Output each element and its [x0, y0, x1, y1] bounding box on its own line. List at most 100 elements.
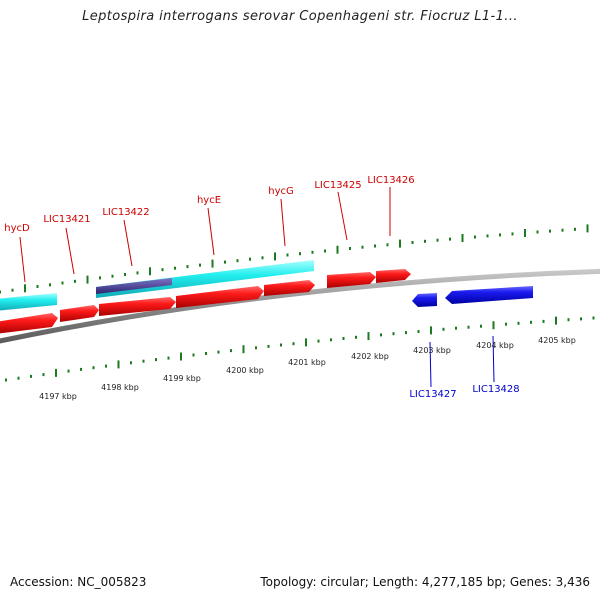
gene-label[interactable]: LIC13428: [472, 384, 519, 395]
forward-gene[interactable]: [327, 272, 376, 288]
minor-tick: [267, 344, 270, 348]
minor-tick: [486, 234, 489, 238]
major-tick: [180, 352, 182, 361]
axis-tick-label: 4203 kbp: [413, 346, 451, 355]
major-tick: [55, 368, 57, 377]
gene-label[interactable]: LIC13426: [367, 175, 414, 186]
minor-tick: [236, 259, 239, 263]
forward-gene[interactable]: [60, 305, 99, 322]
minor-tick: [374, 244, 376, 248]
minor-tick: [92, 366, 95, 370]
major-tick: [430, 326, 432, 335]
minor-tick: [386, 243, 389, 247]
forward-gene[interactable]: [99, 297, 176, 316]
cds-feature[interactable]: [0, 293, 57, 311]
axis-tick-label: 4200 kbp: [226, 366, 264, 375]
major-tick: [586, 224, 589, 233]
minor-tick: [530, 320, 532, 324]
backbone: [0, 268, 600, 344]
minor-tick: [186, 265, 189, 269]
minor-tick: [199, 263, 201, 267]
minor-tick: [205, 352, 207, 355]
gene-label[interactable]: hycG: [268, 186, 294, 197]
minor-tick: [111, 274, 114, 278]
axis-tick-label: 4198 kbp: [101, 383, 139, 392]
gene-label[interactable]: LIC13427: [409, 389, 456, 400]
minor-tick: [567, 318, 570, 322]
major-tick: [274, 252, 276, 261]
forward-gene[interactable]: [264, 280, 315, 296]
major-tick: [336, 245, 339, 254]
minor-tick: [11, 288, 14, 292]
cds-feature-dark[interactable]: [96, 278, 172, 294]
minor-tick: [317, 339, 320, 343]
forward-gene[interactable]: [176, 286, 264, 308]
major-tick: [492, 321, 495, 330]
gene-label[interactable]: LIC13422: [102, 207, 149, 218]
reverse-genes: [412, 286, 533, 307]
minor-tick: [49, 283, 51, 287]
gene-label[interactable]: LIC13425: [314, 180, 361, 191]
minor-tick: [405, 331, 407, 335]
reverse-gene[interactable]: [412, 293, 437, 307]
axis-tick-label: 4197 kbp: [39, 392, 77, 401]
minor-tick: [292, 342, 295, 346]
cds-feature[interactable]: [96, 260, 314, 298]
minor-tick: [5, 378, 7, 382]
minor-tick: [580, 317, 582, 321]
upper-tick-row: [0, 224, 589, 294]
axis-tick-label: 4199 kbp: [163, 374, 201, 383]
minor-tick: [99, 276, 101, 280]
major-tick: [555, 316, 557, 325]
minor-tick: [67, 369, 70, 373]
minor-tick: [474, 235, 476, 239]
minor-tick: [467, 325, 470, 329]
minor-tick: [392, 332, 395, 336]
minor-tick: [261, 256, 264, 260]
minor-tick: [105, 364, 107, 368]
minor-tick: [436, 238, 439, 242]
axis-labels: 4197 kbp 4198 kbp 4199 kbp 4200 kbp 4201…: [39, 336, 576, 401]
minor-tick: [142, 359, 145, 363]
minor-tick: [505, 322, 507, 326]
minor-tick: [574, 227, 576, 231]
minor-tick: [517, 321, 520, 325]
gene-label[interactable]: hycE: [197, 195, 221, 206]
minor-tick: [61, 281, 64, 285]
major-tick: [24, 284, 26, 293]
forward-gene-labels: hycD LIC13421 LIC13422 hycE hycG LIC1342…: [4, 175, 414, 234]
minor-tick: [286, 253, 289, 257]
minor-tick: [592, 316, 595, 320]
minor-tick: [480, 324, 482, 328]
minor-tick: [536, 230, 539, 234]
forward-gene[interactable]: [376, 269, 411, 283]
lower-tick-row: [5, 316, 595, 382]
minor-tick: [380, 333, 382, 337]
minor-tick: [361, 245, 364, 249]
forward-genes: [0, 269, 411, 334]
reverse-gene[interactable]: [445, 286, 533, 304]
minor-tick: [542, 319, 545, 323]
genome-summary: Topology: circular; Length: 4,277,185 bp…: [260, 575, 590, 589]
minor-tick: [442, 327, 445, 331]
forward-gene[interactable]: [0, 313, 58, 334]
minor-tick: [36, 285, 39, 288]
minor-tick: [424, 239, 426, 243]
major-tick: [461, 234, 464, 242]
minor-tick: [161, 268, 164, 272]
minor-tick: [449, 237, 451, 241]
minor-tick: [455, 326, 457, 330]
leader-LIC13428: [492, 335, 495, 383]
minor-tick: [549, 229, 551, 233]
minor-tick: [349, 247, 351, 250]
cds-features: [0, 260, 314, 311]
minor-tick: [174, 266, 176, 270]
minor-tick: [230, 349, 232, 353]
gene-leaders: [19, 187, 495, 388]
minor-tick: [80, 367, 82, 371]
minor-tick: [255, 346, 257, 350]
minor-tick: [217, 350, 220, 354]
gene-label[interactable]: LIC13421: [43, 214, 90, 225]
gene-label[interactable]: hycD: [4, 223, 30, 234]
